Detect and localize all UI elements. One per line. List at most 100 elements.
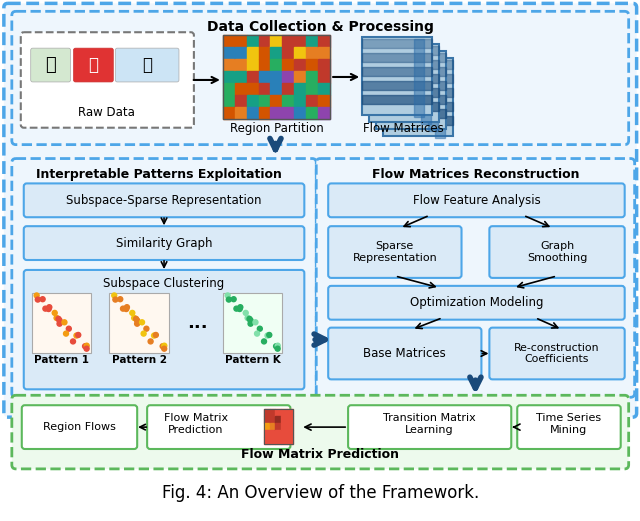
- Circle shape: [238, 305, 243, 309]
- Circle shape: [124, 306, 129, 312]
- Circle shape: [265, 333, 270, 338]
- Text: Subspace-Sparse Representation: Subspace-Sparse Representation: [67, 194, 262, 207]
- FancyBboxPatch shape: [74, 48, 113, 82]
- FancyBboxPatch shape: [517, 405, 621, 449]
- Circle shape: [40, 297, 45, 302]
- Circle shape: [162, 343, 167, 348]
- Bar: [223, 95, 235, 107]
- Bar: [275, 430, 282, 437]
- Bar: [259, 71, 271, 83]
- Text: Fig. 4: An Overview of the Framework.: Fig. 4: An Overview of the Framework.: [162, 484, 479, 502]
- Bar: [307, 107, 318, 119]
- Text: ...: ...: [188, 314, 208, 332]
- Circle shape: [132, 315, 137, 320]
- Bar: [369, 102, 438, 111]
- FancyBboxPatch shape: [376, 51, 445, 129]
- Circle shape: [112, 293, 116, 298]
- Bar: [376, 53, 445, 62]
- Bar: [294, 35, 307, 47]
- Circle shape: [118, 297, 123, 302]
- Bar: [246, 95, 259, 107]
- Bar: [318, 35, 330, 47]
- Text: Flow Feature Analysis: Flow Feature Analysis: [413, 194, 540, 207]
- Circle shape: [67, 326, 71, 331]
- Circle shape: [54, 315, 59, 320]
- Bar: [246, 59, 259, 71]
- FancyBboxPatch shape: [328, 286, 625, 320]
- Bar: [246, 71, 259, 83]
- Bar: [318, 95, 330, 107]
- Bar: [282, 409, 287, 416]
- FancyBboxPatch shape: [4, 3, 637, 417]
- Bar: [223, 83, 235, 95]
- FancyBboxPatch shape: [12, 11, 628, 145]
- FancyBboxPatch shape: [348, 405, 511, 449]
- Bar: [223, 107, 235, 119]
- Bar: [223, 47, 235, 59]
- Bar: [275, 437, 282, 444]
- Bar: [259, 107, 271, 119]
- Circle shape: [275, 343, 280, 348]
- Bar: [307, 95, 318, 107]
- FancyBboxPatch shape: [20, 32, 194, 128]
- Circle shape: [43, 306, 48, 311]
- FancyBboxPatch shape: [362, 37, 431, 115]
- Bar: [318, 107, 330, 119]
- Bar: [369, 88, 438, 97]
- Bar: [269, 409, 275, 416]
- Bar: [264, 416, 269, 423]
- Bar: [235, 35, 246, 47]
- Bar: [287, 437, 293, 444]
- Bar: [318, 47, 330, 59]
- Bar: [223, 293, 282, 353]
- Text: Base Matrices: Base Matrices: [364, 347, 446, 360]
- FancyBboxPatch shape: [328, 328, 481, 379]
- Bar: [269, 437, 275, 444]
- FancyBboxPatch shape: [31, 48, 70, 82]
- Bar: [318, 83, 330, 95]
- Bar: [287, 423, 293, 430]
- Circle shape: [152, 333, 157, 338]
- Bar: [307, 35, 318, 47]
- Bar: [294, 59, 307, 71]
- Text: Flow Matrix Prediction: Flow Matrix Prediction: [241, 449, 399, 462]
- Circle shape: [262, 339, 266, 344]
- Bar: [376, 109, 445, 118]
- Circle shape: [154, 332, 158, 338]
- Bar: [269, 423, 275, 430]
- Bar: [287, 409, 293, 416]
- Circle shape: [56, 316, 61, 321]
- Circle shape: [160, 344, 165, 349]
- Circle shape: [248, 321, 253, 326]
- Bar: [246, 47, 259, 59]
- Circle shape: [144, 326, 149, 331]
- Circle shape: [76, 332, 81, 338]
- Circle shape: [57, 318, 62, 323]
- Bar: [282, 59, 294, 71]
- Bar: [294, 95, 307, 107]
- Bar: [282, 423, 287, 430]
- Bar: [383, 60, 452, 69]
- FancyBboxPatch shape: [22, 405, 137, 449]
- Bar: [275, 423, 282, 430]
- FancyBboxPatch shape: [369, 44, 438, 122]
- FancyBboxPatch shape: [24, 270, 305, 389]
- FancyBboxPatch shape: [12, 158, 316, 398]
- Circle shape: [237, 306, 242, 312]
- FancyBboxPatch shape: [490, 226, 625, 278]
- Bar: [264, 437, 269, 444]
- Text: Flow Matrices: Flow Matrices: [364, 122, 444, 135]
- Text: Similarity Graph: Similarity Graph: [116, 237, 212, 250]
- Bar: [223, 71, 235, 83]
- Bar: [271, 47, 282, 59]
- Bar: [271, 59, 282, 71]
- Bar: [282, 107, 294, 119]
- Bar: [318, 59, 330, 71]
- FancyBboxPatch shape: [24, 183, 305, 217]
- Circle shape: [46, 306, 51, 312]
- Bar: [362, 81, 431, 90]
- Bar: [383, 116, 452, 125]
- Bar: [369, 46, 438, 55]
- Bar: [428, 53, 438, 131]
- Bar: [259, 35, 271, 47]
